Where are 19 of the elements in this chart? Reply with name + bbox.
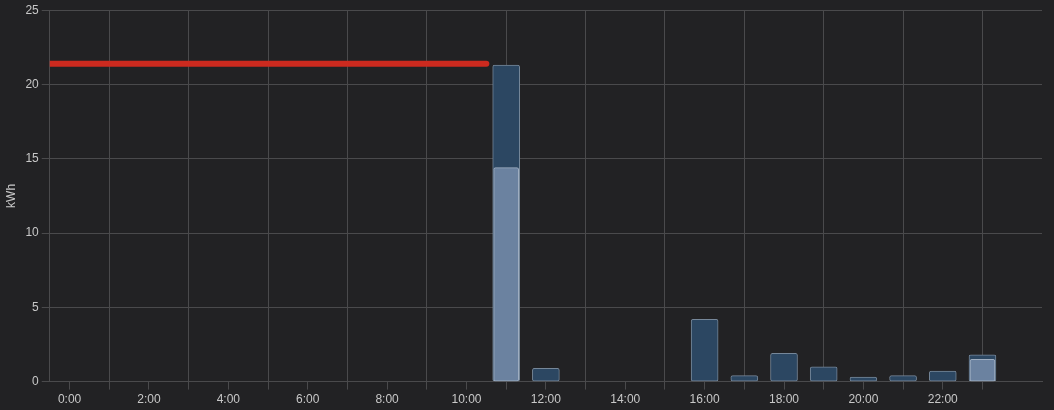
x-tick-label: 8:00 xyxy=(375,392,400,407)
x-tick-label: 4:00 xyxy=(216,392,241,407)
y-tick-label: 20 xyxy=(25,76,40,91)
x-tick-label: 16:00 xyxy=(689,392,720,407)
y-tick-label: 25 xyxy=(25,2,40,17)
y-tick-label: 0 xyxy=(32,373,40,388)
x-tick-label: 10:00 xyxy=(451,392,482,407)
x-tick-label: 12:00 xyxy=(530,392,562,407)
y-tick-label: 15 xyxy=(25,151,40,166)
x-tick-label: 22:00 xyxy=(927,392,959,407)
x-tick-label: 6:00 xyxy=(296,392,320,407)
x-tick-label: 2:00 xyxy=(137,392,161,407)
y-tick-label: 10 xyxy=(25,225,40,240)
x-tick-label: 0:00 xyxy=(57,392,82,407)
x-tick-label: 20:00 xyxy=(848,392,879,407)
y-tick-label: 5 xyxy=(32,299,40,314)
x-tick-label: 18:00 xyxy=(769,392,800,407)
x-tick-label: 14:00 xyxy=(610,392,641,407)
y-axis-title: kWh xyxy=(3,183,18,208)
